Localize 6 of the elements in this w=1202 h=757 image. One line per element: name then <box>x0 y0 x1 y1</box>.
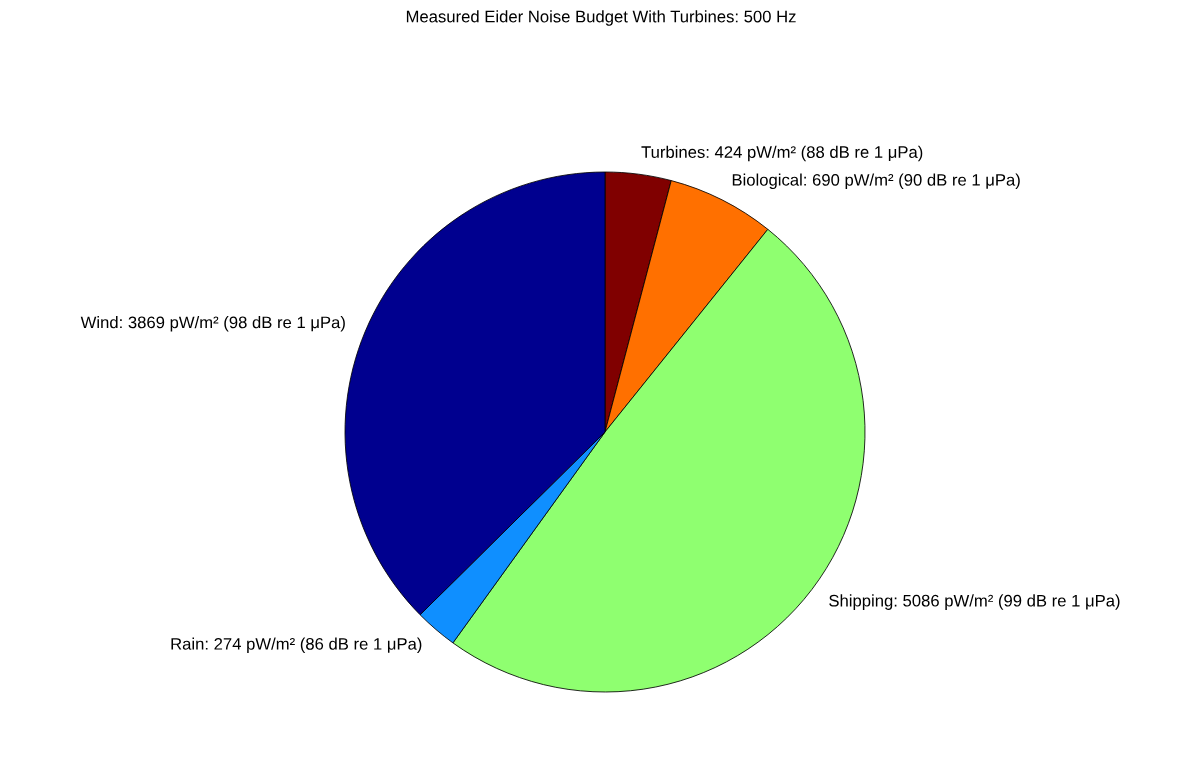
slice-label: Turbines: 424 pW/m² (88 dB re 1 μPa) <box>641 145 923 162</box>
slice-label: Rain: 274 pW/m² (86 dB re 1 μPa) <box>171 637 422 654</box>
chart-title: Measured Eider Noise Budget With Turbines: 500 Hz <box>406 10 796 26</box>
slice-label: Shipping: 5086 pW/m² (99 dB re 1 μPa) <box>829 594 1120 610</box>
slice-label: Biological: 690 pW/m² (90 dB re 1 μPa) <box>732 173 1020 190</box>
slice-label: Wind: 3869 pW/m² (98 dB re 1 μPa) <box>80 316 345 332</box>
